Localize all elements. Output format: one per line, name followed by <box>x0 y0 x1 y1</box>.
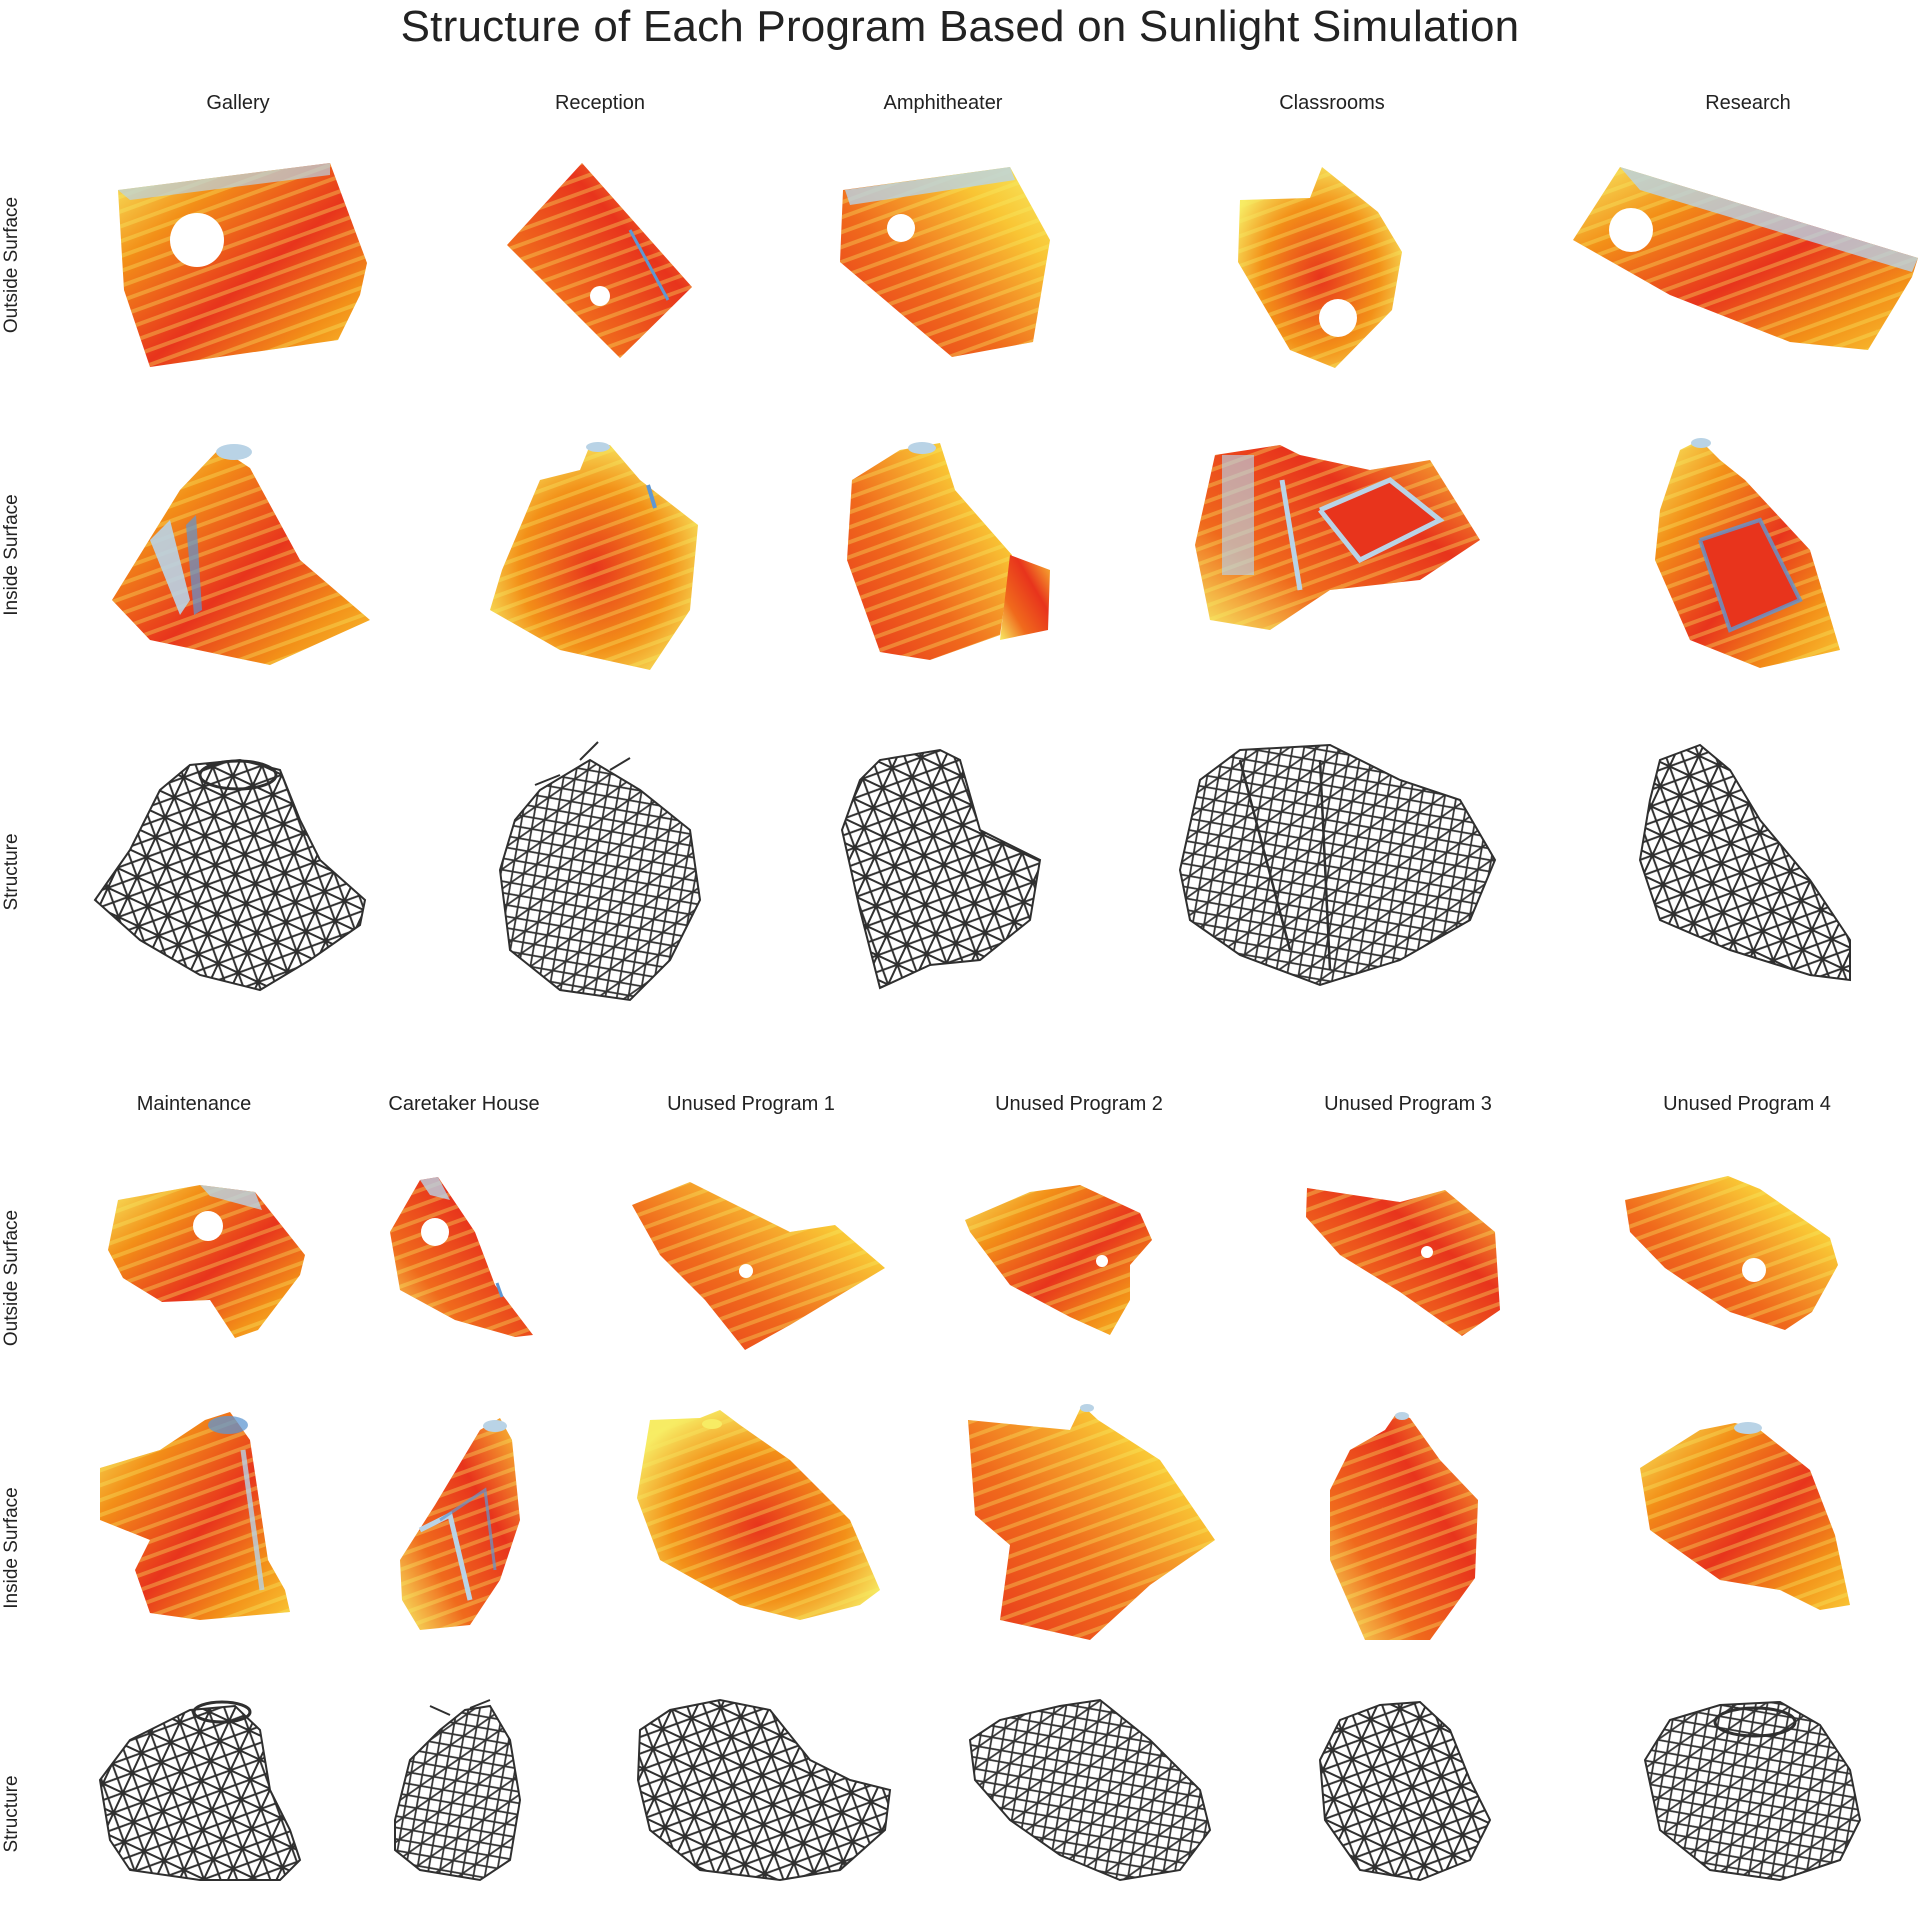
reception-inside-surface <box>490 442 698 670</box>
amphitheater-structure <box>842 750 1040 988</box>
unused-program-3-structure <box>1320 1702 1490 1880</box>
unused-program-3-outside-surface <box>1306 1188 1500 1336</box>
reception-outside-surface <box>507 163 692 358</box>
caretaker-house-inside-surface <box>400 1418 520 1630</box>
unused-program-3-inside-surface <box>1330 1412 1478 1640</box>
unused-program-2-structure <box>970 1700 1210 1880</box>
research-outside-surface <box>1573 167 1918 350</box>
maintenance-inside-surface <box>100 1412 290 1620</box>
research-structure <box>1640 745 1850 980</box>
classrooms-outside-surface <box>1238 167 1402 368</box>
unused-program-2-inside-surface <box>968 1404 1215 1640</box>
caretaker-house-structure <box>395 1700 520 1880</box>
unused-program-2-outside-surface <box>965 1185 1152 1335</box>
maintenance-structure <box>100 1702 300 1880</box>
unused-program-1-inside-surface <box>637 1410 880 1620</box>
amphitheater-outside-surface <box>840 167 1050 357</box>
caretaker-house-outside-surface <box>390 1177 533 1337</box>
unused-program-4-inside-surface <box>1640 1422 1850 1610</box>
gallery-outside-surface <box>118 163 367 367</box>
unused-program-1-outside-surface <box>632 1182 885 1350</box>
gallery-structure <box>95 760 365 990</box>
unused-program-4-structure <box>1645 1702 1860 1880</box>
classrooms-inside-surface <box>1195 445 1480 630</box>
gallery-inside-surface <box>112 444 370 665</box>
unused-program-1-structure <box>638 1700 890 1880</box>
unused-program-4-outside-surface <box>1625 1176 1838 1330</box>
research-inside-surface <box>1655 438 1840 668</box>
maintenance-outside-surface <box>108 1185 305 1338</box>
reception-structure <box>500 742 700 1000</box>
classrooms-structure <box>1180 745 1495 985</box>
amphitheater-inside-surface <box>847 442 1050 660</box>
